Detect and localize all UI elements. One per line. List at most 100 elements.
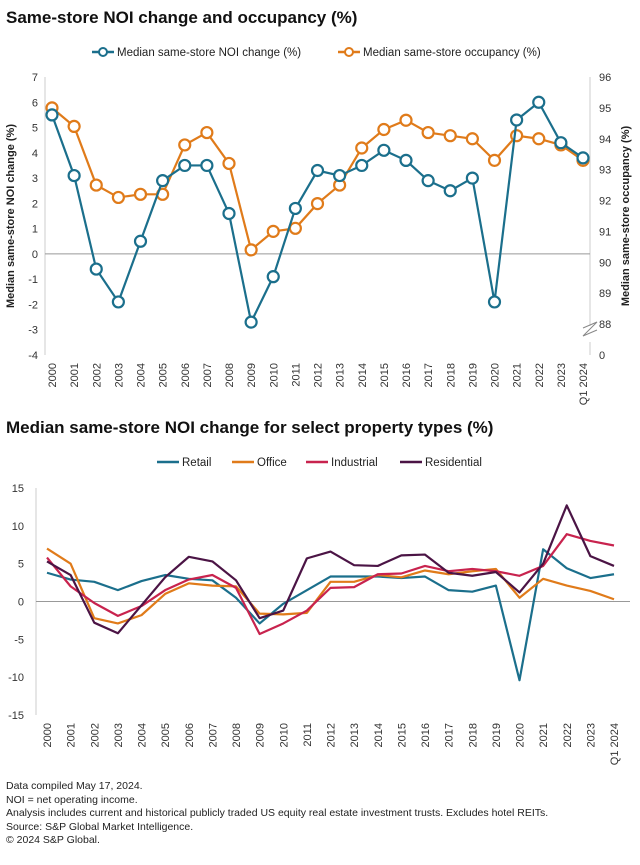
x-tick-label: 2004: [136, 363, 148, 387]
x-tick-label: 2010: [268, 363, 280, 387]
x-tick-label: 2020: [490, 363, 502, 387]
x-tick-label: 2023: [556, 363, 568, 387]
y-right-tick-label: 90: [599, 257, 611, 269]
x-tick-label: 2017: [423, 363, 435, 387]
data-point-1-7: [200, 125, 214, 140]
x-tick-label: Q1 2024: [609, 723, 621, 765]
y-tick-label: -15: [8, 710, 24, 722]
x-tick-label: 2011: [290, 363, 302, 387]
data-point-0-12: [310, 163, 325, 178]
y-axis-label: Median same-store NOI change (%): [5, 124, 17, 308]
data-point-1-15: [377, 122, 391, 137]
data-point-0-10: [266, 270, 280, 284]
y-right-tick-label: 88: [599, 319, 611, 331]
x-tick-label: 2020: [515, 723, 527, 747]
x-tick-label: 2009: [246, 363, 258, 387]
y-right-tick-label: 94: [599, 134, 611, 146]
x-tick-label: 2002: [91, 363, 103, 387]
y-tick-label: 5: [32, 123, 38, 135]
data-point-0-7: [200, 158, 214, 173]
y-right-tick-label: 93: [599, 165, 611, 177]
series-line-office: [46, 547, 615, 625]
x-tick-label: 2001: [69, 363, 81, 387]
data-point-1-17: [421, 125, 435, 140]
legend-marker-1: [344, 47, 354, 57]
data-point-1-18: [443, 129, 457, 143]
data-point-0-3: [111, 295, 125, 309]
x-tick-label: 2000: [42, 723, 54, 747]
x-tick-label: 2005: [158, 363, 170, 387]
data-point-0-11: [288, 201, 302, 216]
data-point-0-24: [576, 151, 590, 165]
legend-label-3: Residential: [425, 457, 482, 469]
data-point-1-1: [67, 119, 81, 134]
axis-break-icon: [582, 321, 598, 337]
y-right-tick-label: 89: [599, 288, 611, 300]
x-tick-label: 2016: [401, 363, 413, 387]
y-tick-label: 1: [32, 224, 38, 236]
data-point-1-9: [244, 243, 258, 257]
x-tick-label: 2018: [467, 723, 479, 747]
data-point-1-14: [355, 141, 369, 155]
data-point-0-19: [465, 171, 479, 185]
y-right-tick-label: 0: [599, 350, 605, 362]
note-source: Source: S&P Global Market Intelligence.: [6, 820, 194, 833]
chart1-title: Same-store NOI change and occupancy (%): [6, 8, 358, 27]
data-point-1-6: [178, 138, 192, 152]
x-tick-label: 2005: [160, 723, 172, 747]
note-noi: NOI = net operating income.: [6, 793, 138, 806]
x-tick-label: 2002: [89, 723, 101, 747]
data-point-0-5: [156, 174, 170, 188]
chart1-svg: Median same-store NOI change (%) Median s…: [5, 47, 632, 405]
x-tick-label: 2022: [534, 363, 546, 387]
y-tick-label: 15: [12, 483, 24, 495]
chart2-svg: Retail Office Industrial Residential 15 10 5 0 -…: [8, 457, 630, 765]
x-tick-label: 2008: [224, 363, 236, 387]
x-tick-label: 2016: [420, 723, 432, 747]
y-tick-label: -3: [28, 325, 38, 337]
data-point-1-19: [465, 132, 479, 146]
chart2-title: Median same-store NOI change for select …: [6, 418, 494, 437]
y-tick-label: 5: [18, 559, 24, 571]
data-point-0-15: [377, 143, 391, 157]
y-tick-label: 7: [32, 72, 38, 84]
data-point-0-14: [355, 158, 369, 173]
y-right-tick-label: 95: [599, 103, 611, 115]
y-tick-label: -5: [14, 634, 24, 646]
x-tick-label: 2004: [137, 723, 149, 747]
y-tick-label: 4: [32, 148, 38, 160]
data-point-0-0: [45, 108, 59, 122]
x-tick-label: 2021: [512, 363, 524, 387]
y-right-tick-label: 92: [599, 196, 611, 208]
data-point-0-4: [133, 234, 148, 248]
x-tick-label: 2019: [491, 723, 503, 747]
note-compiled: Data compiled May 17, 2024.: [6, 780, 143, 792]
data-point-0-21: [510, 113, 524, 127]
x-tick-label: Q1 2024: [578, 363, 590, 405]
legend-label-2: Industrial: [331, 457, 378, 469]
data-point-0-20: [487, 295, 502, 309]
data-point-0-16: [399, 153, 413, 168]
legend-label-1: Median same-store occupancy (%): [363, 47, 541, 59]
data-point-1-21: [510, 129, 524, 143]
data-point-0-6: [178, 158, 192, 173]
data-point-1-8: [222, 156, 236, 171]
y-tick-label: 6: [32, 97, 38, 109]
data-point-0-9: [244, 315, 258, 329]
note-analysis: Analysis includes current and historical…: [6, 807, 549, 819]
data-point-1-3: [111, 190, 125, 205]
x-tick-label: 2012: [313, 363, 325, 387]
x-tick-label: 2022: [562, 723, 574, 747]
y-tick-label: -1: [28, 274, 38, 286]
legend-label-0: Median same-store NOI change (%): [117, 47, 301, 59]
x-tick-label: 2008: [231, 723, 243, 747]
data-point-0-23: [554, 136, 568, 150]
x-tick-label: 2013: [335, 363, 347, 387]
note-copyright: © 2024 S&P Global.: [6, 834, 100, 846]
y-tick-label: -4: [28, 350, 38, 362]
x-tick-label: 2017: [444, 723, 456, 747]
x-tick-label: 2006: [184, 723, 196, 747]
data-point-1-12: [310, 196, 325, 211]
data-point-0-17: [421, 174, 435, 188]
